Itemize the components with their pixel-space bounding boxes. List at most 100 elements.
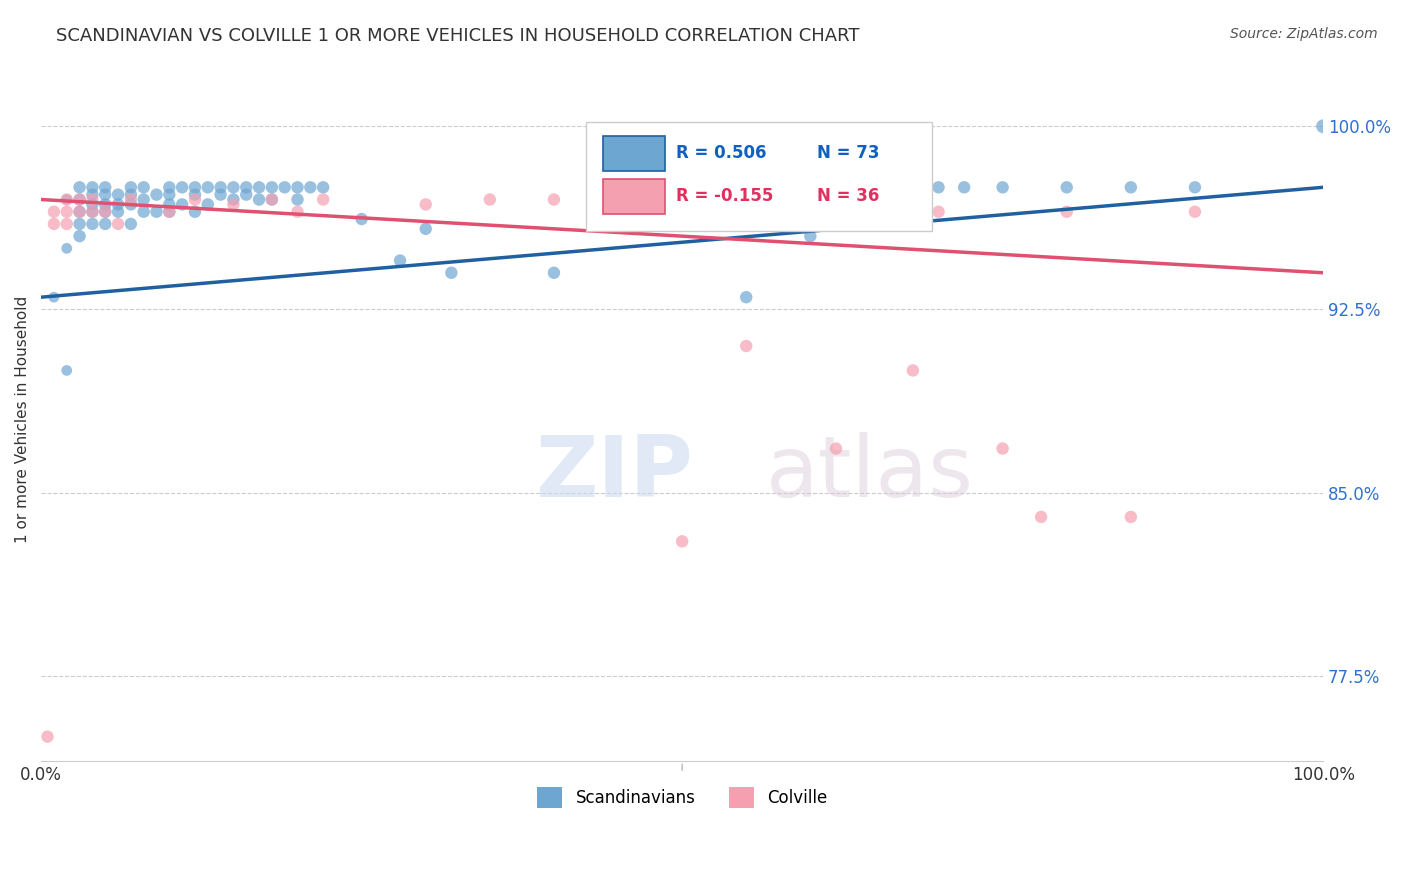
Point <box>209 180 232 194</box>
Point <box>82 180 104 194</box>
Point <box>157 187 180 202</box>
Point <box>415 197 437 211</box>
Text: N = 36: N = 36 <box>817 187 879 205</box>
Text: Source: ZipAtlas.com: Source: ZipAtlas.com <box>1230 27 1378 41</box>
Text: R = -0.155: R = -0.155 <box>676 187 773 205</box>
FancyBboxPatch shape <box>586 122 932 231</box>
Point <box>260 193 283 207</box>
Point <box>132 204 155 219</box>
Point <box>235 180 257 194</box>
Point <box>82 187 104 202</box>
Point <box>247 193 270 207</box>
Point <box>157 204 180 219</box>
Point <box>107 187 129 202</box>
Point <box>197 197 219 211</box>
Point <box>37 730 59 744</box>
Point <box>69 217 91 231</box>
Point <box>120 197 142 211</box>
Point <box>172 180 194 194</box>
Point <box>222 193 245 207</box>
Point <box>82 204 104 219</box>
Point <box>235 187 257 202</box>
Point <box>1184 180 1206 194</box>
Point <box>312 180 335 194</box>
Point <box>1312 120 1334 134</box>
Point <box>440 266 463 280</box>
Point <box>1184 204 1206 219</box>
Point <box>157 180 180 194</box>
Point <box>1056 204 1078 219</box>
Point <box>120 193 142 207</box>
Point <box>1119 510 1142 524</box>
Text: SCANDINAVIAN VS COLVILLE 1 OR MORE VEHICLES IN HOUSEHOLD CORRELATION CHART: SCANDINAVIAN VS COLVILLE 1 OR MORE VEHIC… <box>56 27 859 45</box>
FancyBboxPatch shape <box>603 136 665 171</box>
Point <box>863 204 886 219</box>
Point <box>55 193 77 207</box>
Point <box>1119 180 1142 194</box>
Point <box>94 204 117 219</box>
Point <box>825 217 848 231</box>
Point <box>172 197 194 211</box>
Point <box>825 442 848 456</box>
Point <box>69 229 91 244</box>
Point <box>273 180 295 194</box>
Y-axis label: 1 or more Vehicles in Household: 1 or more Vehicles in Household <box>15 295 30 543</box>
Point <box>55 363 77 377</box>
Point <box>107 217 129 231</box>
Point <box>799 229 821 244</box>
Point <box>94 217 117 231</box>
Point <box>1029 510 1052 524</box>
Point <box>543 266 565 280</box>
Point <box>132 180 155 194</box>
Point <box>120 187 142 202</box>
Point <box>928 180 950 194</box>
Point <box>184 180 207 194</box>
Point <box>157 197 180 211</box>
Point <box>184 187 207 202</box>
Point <box>82 193 104 207</box>
Point <box>209 187 232 202</box>
Point <box>94 187 117 202</box>
Text: atlas: atlas <box>765 433 973 516</box>
Point <box>415 222 437 236</box>
Point <box>42 217 65 231</box>
Point <box>287 204 309 219</box>
Point <box>69 193 91 207</box>
Point <box>82 204 104 219</box>
Point <box>222 197 245 211</box>
Point <box>197 180 219 194</box>
Point <box>607 197 630 211</box>
Point <box>928 204 950 219</box>
Point <box>132 193 155 207</box>
Point <box>260 180 283 194</box>
Legend: Scandinavians, Colville: Scandinavians, Colville <box>530 780 834 814</box>
Point <box>69 204 91 219</box>
Point <box>82 197 104 211</box>
Point <box>107 204 129 219</box>
Point <box>82 217 104 231</box>
Text: N = 73: N = 73 <box>817 145 879 162</box>
Point <box>94 204 117 219</box>
Point <box>287 193 309 207</box>
Point <box>42 290 65 304</box>
Point <box>120 217 142 231</box>
Point <box>55 241 77 255</box>
Point <box>145 187 167 202</box>
Point <box>184 204 207 219</box>
Point <box>94 180 117 194</box>
Point <box>312 193 335 207</box>
Point <box>953 180 976 194</box>
Point <box>55 217 77 231</box>
Point <box>145 204 167 219</box>
Text: ZIP: ZIP <box>534 433 692 516</box>
Point <box>107 197 129 211</box>
Point <box>299 180 322 194</box>
Point <box>287 180 309 194</box>
Point <box>69 180 91 194</box>
Point <box>735 339 758 353</box>
Point <box>247 180 270 194</box>
Point <box>1056 180 1078 194</box>
Point <box>901 180 924 194</box>
Point <box>735 290 758 304</box>
Text: R = 0.506: R = 0.506 <box>676 145 766 162</box>
